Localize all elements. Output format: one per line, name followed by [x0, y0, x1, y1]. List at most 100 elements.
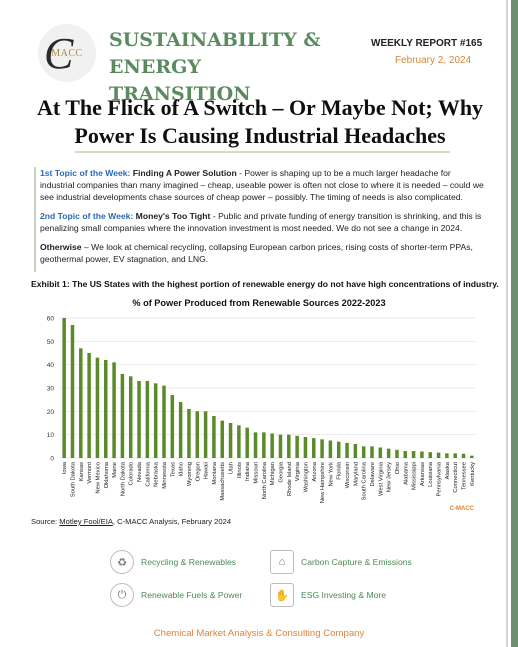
bar: [245, 427, 249, 458]
bar: [162, 385, 166, 458]
bar: [270, 433, 274, 458]
topic-second: 2nd Topic of the Week: Money's Too Tight…: [40, 210, 486, 234]
source-prefix: Source:: [31, 517, 60, 526]
bar: [386, 448, 391, 458]
x-tick-label: Maine: [112, 462, 118, 478]
nav-carbon-label: Carbon Capture & Emissions: [301, 557, 412, 567]
recycling-icon: ♻: [110, 550, 134, 574]
x-tick-label: Oklahoma: [104, 461, 110, 488]
y-tick-label: 30: [47, 386, 55, 393]
x-tick-label: South Carolina: [362, 461, 368, 500]
topics-box: 1st Topic of the Week: Finding A Power S…: [34, 167, 486, 272]
x-tick-label: Texas: [170, 462, 176, 477]
y-tick-label: 60: [47, 316, 55, 323]
factory-icon: ⌂: [270, 550, 294, 574]
bar: [79, 348, 83, 458]
x-tick-label: California: [145, 461, 151, 486]
x-tick-label: New York: [328, 462, 334, 487]
footer: Chemical Market Analysis & Consulting Co…: [153, 628, 365, 639]
nav-esg[interactable]: ✋ ESG Investing & More: [270, 583, 386, 607]
topic-first: 1st Topic of the Week: Finding A Power S…: [40, 167, 486, 203]
nav-esg-label: ESG Investing & More: [301, 590, 387, 600]
x-tick-label: Montana: [212, 461, 218, 484]
bar: [178, 402, 183, 458]
y-tick-label: 20: [47, 409, 55, 416]
x-tick-label: Pennsylvania: [437, 461, 443, 496]
x-tick-label: Illinois: [237, 462, 243, 478]
bar: [220, 420, 224, 458]
bar: [62, 318, 66, 458]
x-tick-label: Wyoming: [187, 462, 193, 486]
x-tick-label: Louisiana: [428, 461, 434, 487]
x-tick-label: New Mexico: [95, 462, 101, 494]
bar: [262, 432, 266, 458]
headline: At The Flick of A Switch – Or Maybe Not;…: [36, 95, 484, 148]
bar: [112, 362, 116, 458]
nav-carbon[interactable]: ⌂ Carbon Capture & Emissions: [270, 550, 412, 574]
x-tick-label: Nebraska: [154, 461, 160, 487]
x-tick-label: Massachusetts: [220, 462, 226, 501]
bar: [120, 374, 125, 458]
y-tick-label: 10: [47, 432, 55, 439]
x-tick-label: Delaware: [370, 462, 376, 487]
bar: [445, 453, 449, 458]
topic-second-heading: Money's Too Tight: [135, 211, 211, 221]
bar: [411, 451, 416, 458]
power-icon: ⏻: [110, 583, 134, 607]
nav-fuels[interactable]: ⏻ Renewable Fuels & Power: [110, 583, 242, 607]
x-tick-label: North Carolina: [262, 461, 268, 499]
nav-recycling[interactable]: ♻ Recycling & Renewables: [110, 550, 236, 574]
chart-watermark: C-MACC: [450, 506, 475, 512]
bar: [336, 441, 341, 458]
bar: [203, 411, 208, 458]
bar: [212, 416, 216, 458]
x-tick-label: South Dakota: [70, 461, 76, 497]
source-link[interactable]: Motley Fool/EIA: [59, 517, 113, 526]
x-tick-label: Utah: [229, 462, 235, 474]
x-tick-label: Missouri: [254, 462, 260, 484]
bar: [353, 444, 358, 458]
x-tick-label: Hawaii: [204, 462, 210, 479]
source-note: Source: Motley Fool/EIA, C-MACC Analysis…: [31, 517, 231, 526]
x-tick-label: Rhode Island: [287, 462, 293, 496]
bar: [137, 381, 141, 458]
x-tick-label: Florida: [337, 461, 343, 479]
x-tick-label: Alabama: [403, 461, 409, 485]
x-tick-label: Mississippi: [412, 462, 418, 490]
exhibit-caption: Exhibit 1: The US States with the highes…: [31, 279, 499, 289]
topic-otherwise-label: Otherwise: [40, 242, 82, 252]
cmacc-logo: C MACC: [38, 24, 96, 82]
topic-otherwise-text: – We look at chemical recycling, collaps…: [40, 242, 473, 264]
x-tick-label: Arizona: [312, 461, 318, 481]
topic-otherwise: Otherwise – We look at chemical recyclin…: [40, 241, 486, 265]
x-tick-label: Vermont: [87, 462, 93, 484]
bar: [320, 439, 324, 458]
bar: [278, 434, 283, 458]
x-tick-label: Arkansas: [420, 462, 426, 486]
bar: [95, 357, 100, 458]
bar: [303, 437, 308, 458]
x-tick-label: Iowa: [62, 461, 68, 474]
bar: [470, 455, 474, 458]
x-tick-label: New Hampshire: [320, 462, 326, 503]
bar: [345, 442, 349, 458]
source-suffix: , C-MACC Analysis, February 2024: [112, 517, 232, 526]
bar: [128, 376, 133, 458]
x-tick-label: Nevada: [137, 461, 143, 482]
y-tick-label: 50: [47, 339, 55, 346]
bar: [453, 453, 457, 458]
x-tick-label: North Dakota: [120, 461, 126, 496]
bar: [378, 447, 383, 458]
topic-second-text: - Public and private funding of energy t…: [40, 211, 482, 233]
chart-svg: 0 10 20 30 40 50 60 Iowa South Dakota Kansas Vermo…: [47, 316, 476, 512]
bar: [145, 381, 150, 458]
headline-rule: [75, 151, 450, 153]
x-tick-label: Maryland: [353, 462, 359, 486]
bar: [370, 446, 374, 458]
brand-title: SUSTAINABILITY & ENERGY TRANSITION: [109, 29, 321, 105]
report-date: February 2, 2024: [395, 55, 472, 66]
x-tick-label: Georgia: [278, 461, 284, 482]
x-tick-label: Colorado: [129, 462, 135, 486]
x-tick-label: Minnesota: [162, 461, 168, 489]
y-tick-label: 40: [47, 362, 55, 369]
